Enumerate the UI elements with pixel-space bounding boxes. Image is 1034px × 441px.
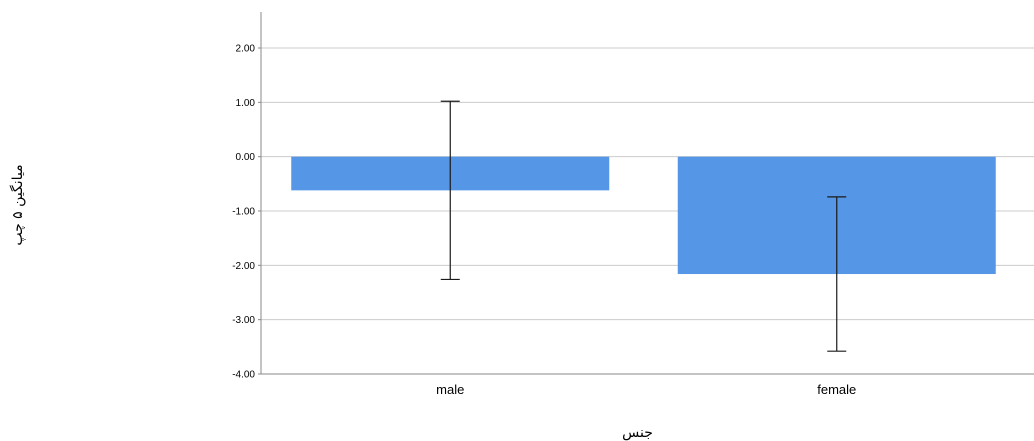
y-axis-title: میانگین ۵ چپ: [9, 164, 26, 245]
x-axis-title: جنس: [622, 425, 653, 441]
y-tick-label: -2.00: [232, 261, 255, 272]
x-tick-label-male: male: [436, 382, 464, 397]
y-tick-label: -3.00: [232, 315, 255, 326]
y-tick-label: -1.00: [232, 207, 255, 218]
x-tick-labels: male female: [436, 382, 856, 397]
y-tick-label: 1.00: [236, 98, 256, 109]
y-tick-label: 0.00: [236, 152, 256, 163]
y-tick-label: -4.00: [232, 370, 255, 381]
y-tick-label: 2.00: [236, 44, 256, 55]
bars: [291, 156, 996, 275]
x-tick-label-female: female: [817, 382, 856, 397]
error-bars: [440, 100, 847, 352]
y-tick-labels: 2.00 1.00 0.00 -1.00 -2.00 -3.00 -4.00: [232, 44, 261, 381]
